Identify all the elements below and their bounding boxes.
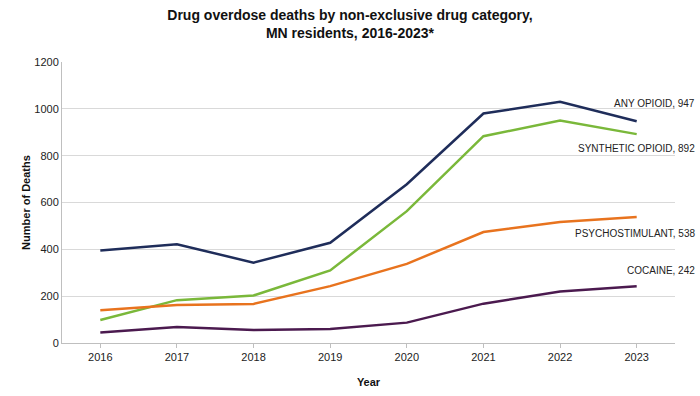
svg-text:800: 800 bbox=[40, 150, 58, 162]
svg-text:2019: 2019 bbox=[318, 351, 342, 363]
svg-text:400: 400 bbox=[40, 243, 58, 255]
svg-text:SYNTHETIC OPIOID, 892: SYNTHETIC OPIOID, 892 bbox=[578, 143, 695, 154]
svg-text:COCAINE, 242: COCAINE, 242 bbox=[627, 265, 695, 276]
svg-text:200: 200 bbox=[40, 290, 58, 302]
svg-text:ANY OPIOID, 947: ANY OPIOID, 947 bbox=[614, 98, 695, 109]
svg-text:Drug overdose deaths by non-ex: Drug overdose deaths by non-exclusive dr… bbox=[167, 7, 532, 41]
svg-text:0: 0 bbox=[53, 337, 59, 349]
svg-text:Number of Deaths: Number of Deaths bbox=[20, 155, 32, 250]
svg-text:600: 600 bbox=[40, 196, 58, 208]
svg-text:2020: 2020 bbox=[395, 351, 419, 363]
svg-text:2023: 2023 bbox=[624, 351, 648, 363]
svg-text:PSYCHOSTIMULANT, 538: PSYCHOSTIMULANT, 538 bbox=[575, 228, 695, 239]
svg-text:1200: 1200 bbox=[34, 56, 58, 68]
svg-text:Year: Year bbox=[357, 376, 381, 388]
svg-text:2018: 2018 bbox=[241, 351, 265, 363]
svg-text:1000: 1000 bbox=[34, 103, 58, 115]
svg-text:2016: 2016 bbox=[88, 351, 112, 363]
svg-text:2017: 2017 bbox=[165, 351, 189, 363]
svg-text:2021: 2021 bbox=[471, 351, 495, 363]
svg-text:2022: 2022 bbox=[548, 351, 572, 363]
